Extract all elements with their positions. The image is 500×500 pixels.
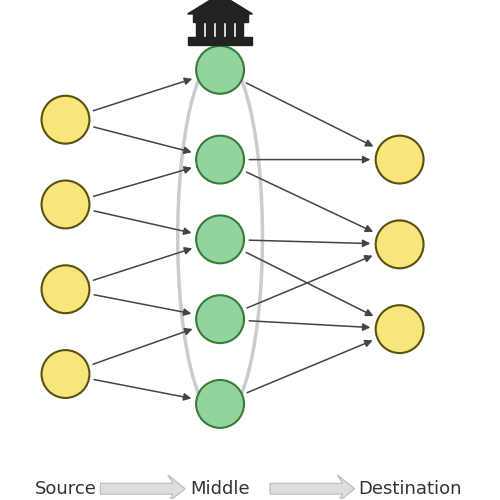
Circle shape [42, 350, 90, 398]
Text: Source: Source [34, 480, 96, 498]
Circle shape [376, 136, 424, 184]
FancyBboxPatch shape [188, 37, 252, 45]
Circle shape [196, 136, 244, 184]
Circle shape [376, 305, 424, 353]
FancyBboxPatch shape [206, 16, 213, 39]
FancyBboxPatch shape [226, 16, 233, 39]
Circle shape [376, 220, 424, 268]
FancyArrow shape [100, 475, 185, 500]
Text: Middle: Middle [190, 480, 250, 498]
FancyBboxPatch shape [192, 14, 248, 22]
Circle shape [196, 46, 244, 94]
Circle shape [196, 216, 244, 264]
Polygon shape [188, 0, 252, 14]
Circle shape [42, 96, 90, 144]
FancyBboxPatch shape [236, 16, 243, 39]
Circle shape [42, 180, 90, 228]
Circle shape [196, 380, 244, 428]
Circle shape [196, 295, 244, 343]
FancyArrow shape [270, 475, 354, 500]
Text: Destination: Destination [358, 480, 462, 498]
FancyBboxPatch shape [196, 16, 203, 39]
FancyBboxPatch shape [216, 16, 223, 39]
Circle shape [42, 266, 90, 313]
